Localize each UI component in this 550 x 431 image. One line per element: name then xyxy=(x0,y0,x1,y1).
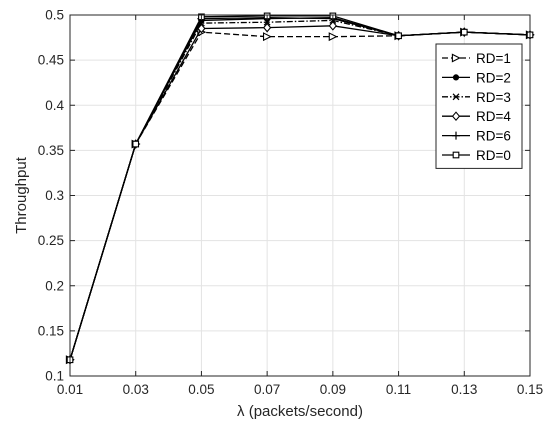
x-tick-label: 0.05 xyxy=(188,382,214,397)
legend-marker xyxy=(452,74,460,81)
legend-label: RD=4 xyxy=(476,109,511,124)
legend-label: RD=0 xyxy=(476,148,511,163)
data-point xyxy=(197,23,206,34)
legend-box xyxy=(435,43,523,169)
y-tick-label: 0.4 xyxy=(45,98,64,113)
x-tick-label: 0.15 xyxy=(517,382,543,397)
y-tick-label: 0.2 xyxy=(45,278,64,293)
legend-label: RD=6 xyxy=(476,129,511,144)
legend-marker xyxy=(451,111,461,122)
legend-marker xyxy=(452,151,460,159)
y-tick-label: 0.3 xyxy=(45,188,64,203)
x-tick-label: 0.03 xyxy=(123,382,149,397)
x-tick-label: 0.09 xyxy=(320,382,346,397)
legend-marker xyxy=(451,53,461,63)
legend-marker xyxy=(452,93,460,101)
y-axis-label: Throughput xyxy=(13,156,30,234)
series-line xyxy=(69,15,531,360)
data-point xyxy=(132,140,140,148)
data-point xyxy=(262,32,272,42)
data-point xyxy=(263,18,271,26)
y-tick-label: 0.1 xyxy=(45,369,64,384)
data-point xyxy=(263,22,272,33)
x-tick-label: 0.13 xyxy=(451,382,477,397)
x-axis-label: λ (packets/second) xyxy=(237,403,363,420)
x-tick-label: 0.11 xyxy=(386,382,411,397)
x-tick-label: 0.01 xyxy=(57,382,83,397)
y-tick-label: 0.25 xyxy=(38,233,64,248)
y-tick-label: 0.35 xyxy=(38,143,64,158)
legend-label: RD=3 xyxy=(476,90,511,105)
data-point xyxy=(395,32,402,40)
y-tick-label: 0.5 xyxy=(45,8,64,23)
data-point xyxy=(460,28,468,36)
legend-marker xyxy=(452,131,460,140)
y-tick-label: 0.45 xyxy=(38,53,64,68)
legend: RD=1 RD=2 RD=3 RD=4 RD=6 RD=0 xyxy=(435,43,523,169)
y-tick-label: 0.15 xyxy=(38,323,64,338)
data-point xyxy=(328,32,338,42)
legend-label: RD=1 xyxy=(476,51,511,66)
axis-ticks: 0.01 0.03 0.05 0.07 0.09 0.11 0.13 0.15 0.1 0.15 0… xyxy=(38,8,543,398)
data-point xyxy=(328,20,337,31)
legend-label: RD=2 xyxy=(476,70,511,85)
series-line xyxy=(69,19,531,360)
x-tick-label: 0.07 xyxy=(254,382,280,397)
